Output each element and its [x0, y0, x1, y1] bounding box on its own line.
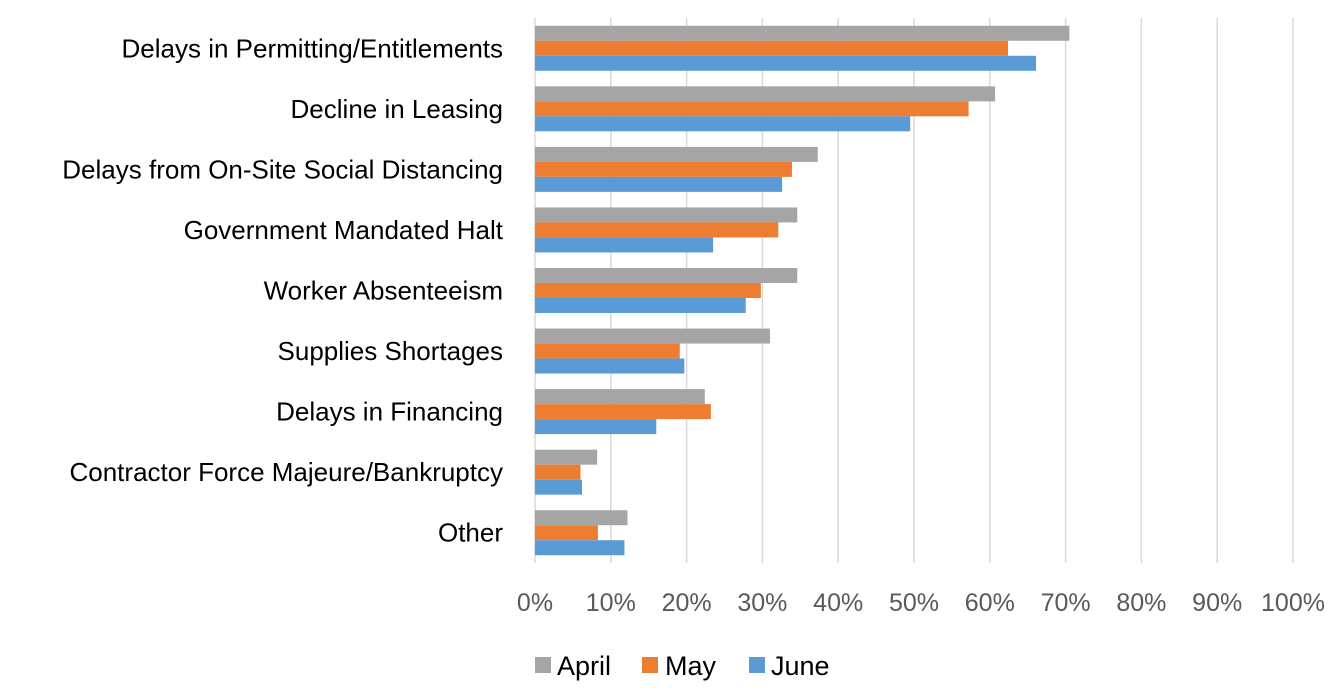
category-label-7: Contractor Force Majeure/Bankruptcy: [69, 457, 503, 487]
bar-april-5: [535, 328, 770, 344]
x-tick-label-50: 50%: [889, 589, 939, 617]
category-labels: Delays in Permitting/Entitlements Decline…: [62, 33, 503, 547]
bar-april-7: [535, 449, 598, 465]
category-label-5: Supplies Shortages: [278, 336, 503, 366]
bar-may-6: [535, 404, 711, 420]
bar-june-0: [535, 55, 1037, 71]
x-tick-label-60: 60%: [965, 589, 1015, 617]
x-tick-label-20: 20%: [662, 589, 712, 617]
legend: April May June: [535, 651, 830, 681]
bar-may-5: [535, 343, 680, 359]
category-label-1: Decline in Leasing: [291, 94, 503, 124]
bar-april-0: [535, 25, 1070, 41]
bar-april-4: [535, 268, 798, 283]
bar-june-6: [535, 419, 657, 435]
category-label-0: Delays in Permitting/Entitlements: [122, 33, 503, 63]
x-tick-label-80: 80%: [1116, 589, 1166, 617]
x-tick-label-40: 40%: [813, 589, 863, 617]
bar-april-2: [535, 146, 818, 162]
bar-april-3: [535, 207, 798, 223]
bar-april-6: [535, 389, 705, 405]
category-label-3: Government Mandated Halt: [184, 215, 504, 245]
bar-april-1: [535, 86, 996, 102]
legend-label-may: May: [665, 651, 717, 681]
x-tick-label-100: 100%: [1261, 589, 1325, 617]
bar-may-8: [535, 525, 598, 541]
bar-june-7: [535, 479, 582, 495]
bar-may-3: [535, 222, 779, 238]
bar-may-2: [535, 161, 792, 177]
bar-june-1: [535, 116, 911, 132]
x-tick-label-70: 70%: [1041, 589, 1091, 617]
bar-may-4: [535, 283, 761, 298]
x-tick-label-30: 30%: [737, 589, 787, 617]
category-label-6: Delays in Financing: [276, 397, 503, 427]
bar-june-4: [535, 298, 746, 313]
category-label-2: Delays from On-Site Social Distancing: [62, 154, 503, 184]
bar-may-7: [535, 464, 581, 480]
x-axis-tick-labels: 0% 10% 20% 30% 40% 50% 60% 70% 80% 90% 100%: [517, 589, 1325, 617]
bar-june-3: [535, 237, 714, 253]
bar-june-5: [535, 358, 685, 374]
legend-swatch-may: [642, 657, 658, 673]
bars: [535, 25, 1070, 556]
x-tick-label-90: 90%: [1192, 589, 1242, 617]
bar-june-8: [535, 540, 625, 556]
x-tick-label-10: 10%: [586, 589, 636, 617]
bar-june-2: [535, 176, 783, 192]
bar-may-1: [535, 101, 969, 117]
bar-april-8: [535, 510, 628, 526]
x-tick-label-0: 0%: [517, 589, 553, 617]
legend-swatch-june: [749, 657, 765, 673]
legend-label-june: June: [771, 651, 830, 681]
legend-label-april: April: [557, 651, 611, 681]
category-label-8: Other: [438, 518, 503, 548]
legend-swatch-april: [535, 657, 551, 673]
bar-may-0: [535, 40, 1008, 56]
category-label-4: Worker Absenteeism: [264, 276, 503, 306]
